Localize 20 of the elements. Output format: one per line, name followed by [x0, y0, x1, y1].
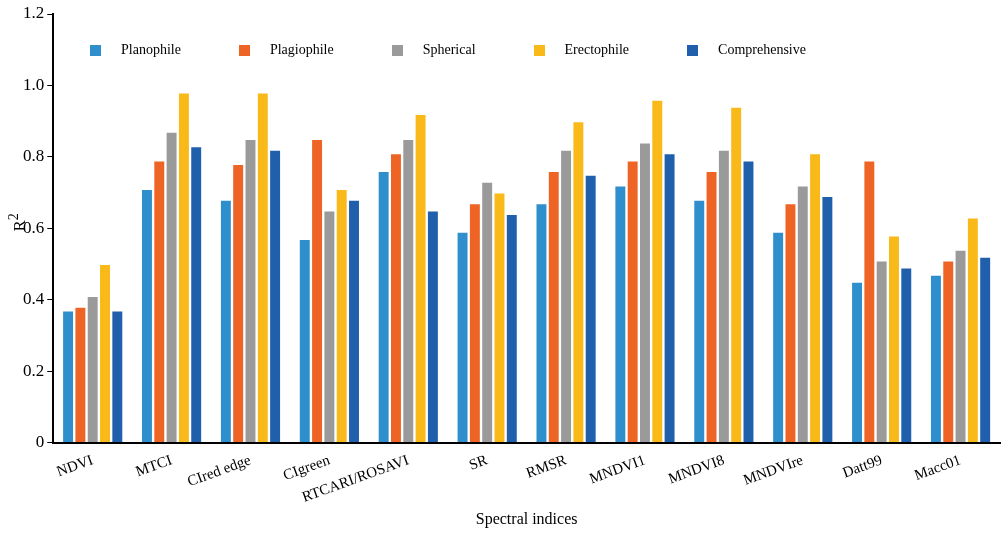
legend-label: Erectophile — [564, 42, 630, 58]
y-tick-label: 1.2 — [23, 3, 45, 23]
x-tick-label: MTCI — [133, 451, 174, 480]
x-tick-label: RMSR — [523, 451, 569, 481]
legend-label: Plagiophile — [269, 42, 334, 58]
y-tick-label: 0.6 — [23, 217, 45, 237]
y-tick-label: 1.0 — [23, 74, 45, 94]
x-tick-label: Macc01 — [912, 451, 963, 484]
x-tick-label: SR — [466, 451, 490, 473]
y-tick-label: 0.8 — [23, 146, 45, 166]
y-tick-label: 0.2 — [23, 360, 45, 380]
legend-label: Spherical — [422, 42, 476, 58]
x-tick-label: NDVI — [54, 451, 96, 480]
x-tick-label: Datt99 — [840, 451, 885, 481]
y-tick-label: 0 — [35, 431, 45, 451]
legend-label: Planophile — [121, 42, 181, 58]
x-tick-label: CIred edge — [185, 451, 254, 490]
legend-label: Comprehensive — [718, 42, 806, 58]
y-tick-label: 0.4 — [23, 289, 45, 309]
x-axis-title: Spectral indices — [475, 509, 578, 528]
